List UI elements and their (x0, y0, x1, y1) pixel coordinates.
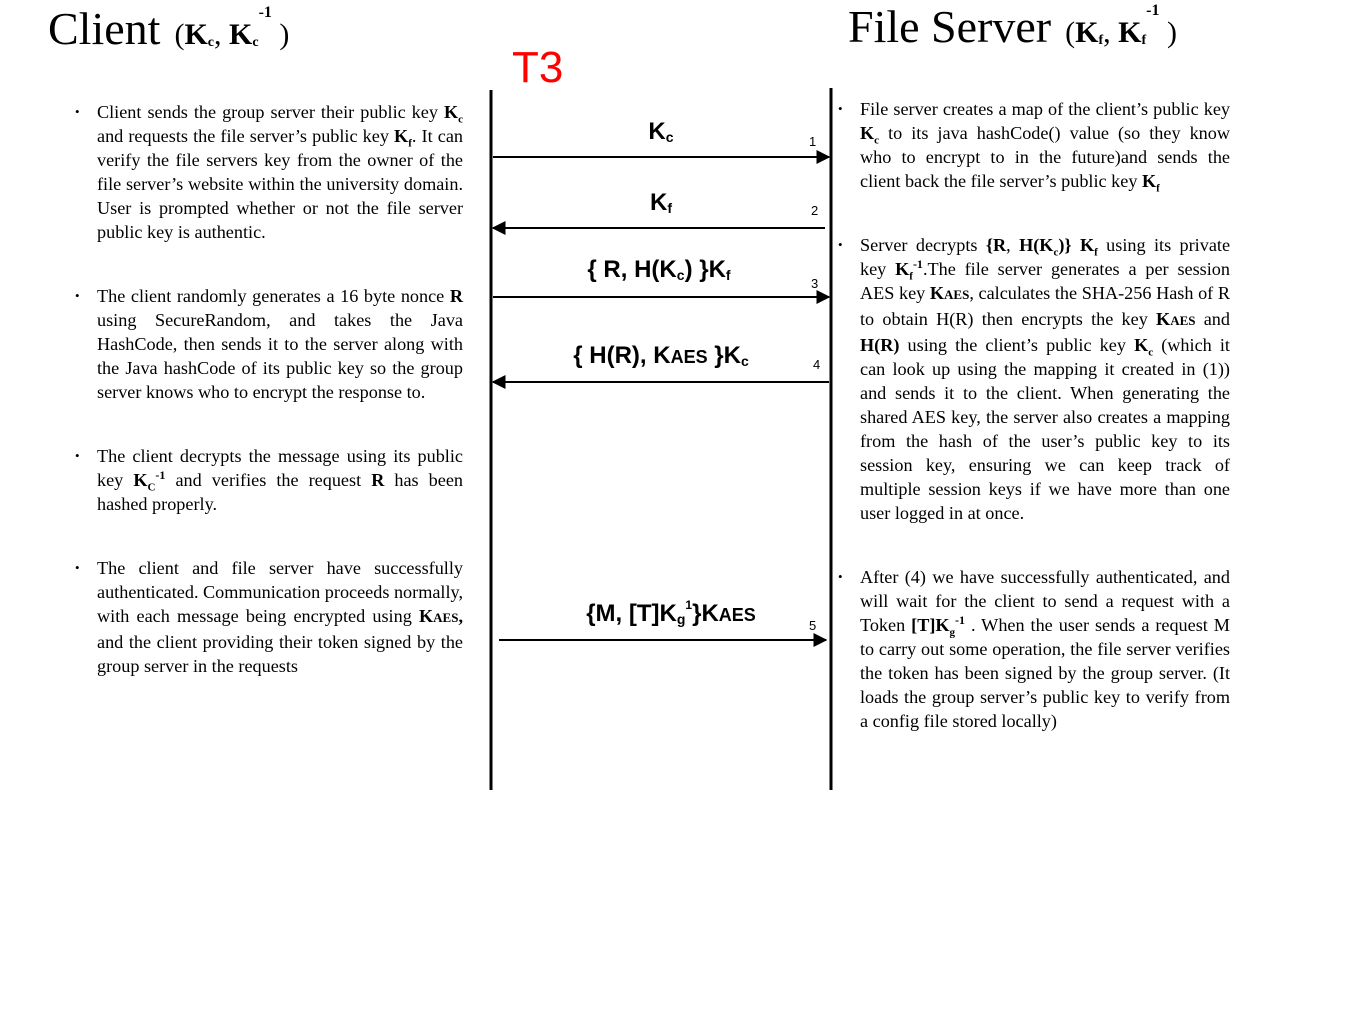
server-title-text: File Server (848, 1, 1052, 52)
t3-label: T3 (512, 43, 564, 92)
client-title-text: Client (48, 3, 161, 54)
client-notes: Client sends the group server their publ… (75, 100, 463, 678)
client-note-3: The client decrypts the message using it… (75, 444, 463, 516)
message-3-label: { R, H(Kc) }Kf (587, 256, 731, 283)
step-number-5: 5 (809, 618, 817, 633)
message-2-label: Kf (649, 189, 673, 216)
client-note-4: The client and file server have successf… (75, 556, 463, 678)
server-note-3: After (4) we have successfully authentic… (838, 565, 1230, 733)
client-note-1: Client sends the group server their publ… (75, 100, 463, 244)
client-key-pair: (Kc, Kc-1 ) (174, 4, 290, 51)
server-notes: File server creates a map of the client’… (838, 97, 1230, 733)
message-4-label: { H(R), KAES }Kc (573, 342, 749, 369)
server-note-2: Server decrypts {R, H(Kc)} Kf using its … (838, 233, 1230, 525)
client-title: Client (Kc, Kc-1 ) (48, 3, 290, 54)
step-number-3: 3 (811, 276, 819, 291)
step-number-1: 1 (809, 134, 817, 149)
message-1-label: Kc (648, 118, 674, 145)
server-title: File Server (Kf, Kf-1 ) (848, 1, 1177, 52)
step-number-2: 2 (811, 203, 819, 218)
message-5-label: {M, [T]Kg1}KAES (586, 598, 756, 627)
server-note-1: File server creates a map of the client’… (838, 97, 1230, 194)
server-key-pair: (Kf, Kf-1 ) (1065, 2, 1177, 49)
client-note-2: The client randomly generates a 16 byte … (75, 284, 463, 404)
step-number-4: 4 (813, 357, 821, 372)
